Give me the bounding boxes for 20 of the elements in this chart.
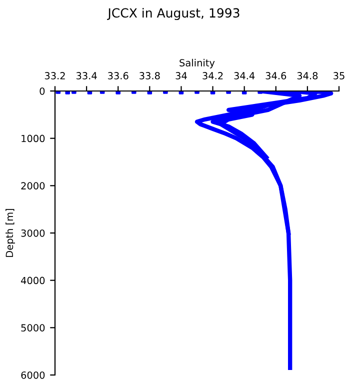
x-tick-label: 34 [176,72,187,80]
y-tick-label: 6000 [21,371,45,379]
x-tick-label: 35 [334,72,344,80]
x-tick-label: 34.6 [266,72,286,80]
y-tick-label: 1000 [22,134,45,142]
chart-title: JCCX in August, 1993 [107,8,240,20]
y-axis-title: Depth [m] [6,208,15,257]
x-tick-label: 33.8 [140,72,160,80]
x-tick-label: 33.4 [76,72,97,80]
y-tick-label: 5000 [21,324,45,332]
y-tick-label: 2000 [21,182,45,190]
y-tick-label: 4000 [21,276,45,284]
x-axis-title: Salinity [180,58,215,68]
y-tick-label: 3000 [21,229,45,237]
y-tick-label: 0 [40,87,45,95]
x-tick-label: 34.2 [202,72,223,80]
x-tick-label: 33.2 [44,72,65,80]
x-tick-label: 34.8 [297,72,318,80]
x-tick-label: 33.6 [108,72,128,80]
x-tick-label: 34.4 [234,72,255,80]
